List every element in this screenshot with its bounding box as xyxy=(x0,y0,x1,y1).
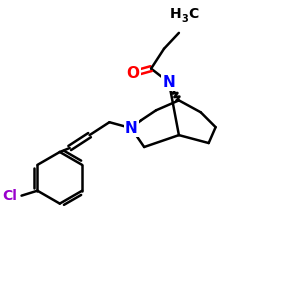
Text: H: H xyxy=(169,7,181,21)
Text: N: N xyxy=(163,75,175,90)
Text: 3: 3 xyxy=(182,14,189,24)
Text: O: O xyxy=(127,66,140,81)
Text: Cl: Cl xyxy=(3,189,18,203)
Text: N: N xyxy=(125,121,138,136)
Text: C: C xyxy=(188,7,198,21)
